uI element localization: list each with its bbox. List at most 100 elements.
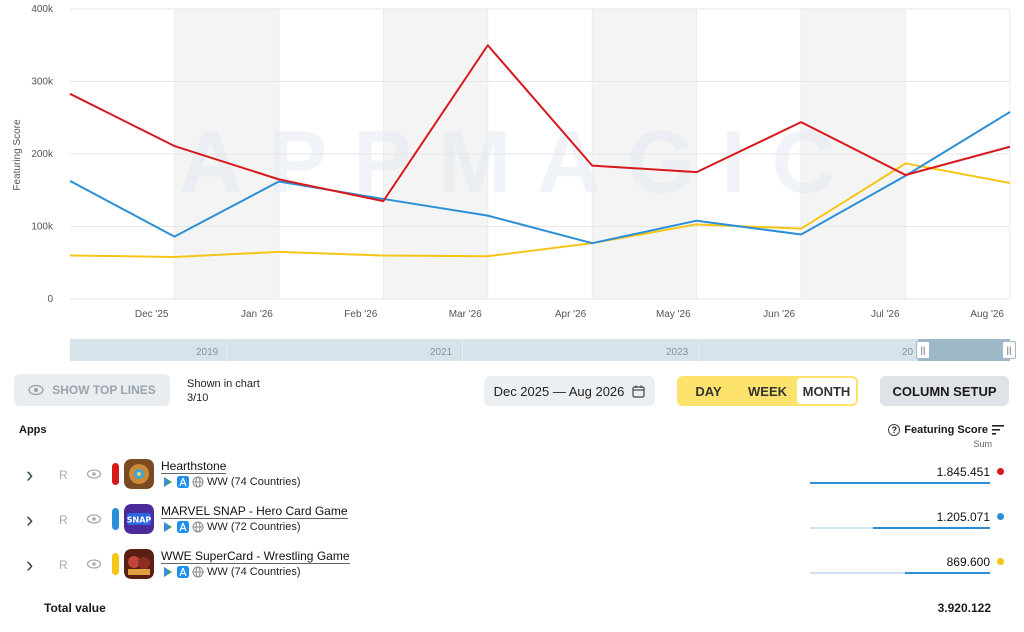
store-info: WW (74 Countries) <box>162 566 301 578</box>
column-setup-button[interactable]: COLUMN SETUP <box>880 376 1009 406</box>
countries-label: WW (74 Countries) <box>207 566 301 578</box>
series-color-pill <box>112 463 119 485</box>
hearthstone-app-icon <box>124 459 154 489</box>
navigator-year: 2021 <box>430 347 453 358</box>
expand-chevron-icon[interactable]: › <box>26 507 34 532</box>
featuring-score-value: 869.600 <box>946 555 990 569</box>
total-label: Total value <box>44 601 106 615</box>
series-color-dot <box>997 513 1004 520</box>
featuring-score-value: 1.205.071 <box>936 510 990 524</box>
share-bar <box>810 482 990 484</box>
countries-label: WW (74 Countries) <box>207 476 301 488</box>
store-info: WW (72 Countries) <box>162 521 301 533</box>
watermark: APPMAGIC <box>179 112 861 211</box>
series-color-pill <box>112 508 119 530</box>
app-store-icon <box>177 521 189 533</box>
share-bar <box>810 527 990 529</box>
x-tick-label: Jan '26 <box>241 309 273 320</box>
y-tick-label: 300k <box>31 77 54 88</box>
navigator-right-handle[interactable]: || <box>1002 341 1016 359</box>
globe-icon <box>192 521 204 533</box>
countries-label: WW (72 Countries) <box>207 521 301 533</box>
globe-icon <box>192 476 204 488</box>
wwe-supercard-app-icon <box>124 549 154 579</box>
expand-chevron-icon[interactable]: › <box>26 552 34 577</box>
app-name-link[interactable]: WWE SuperCard - Wrestling Game <box>161 549 350 564</box>
x-tick-label: Aug '26 <box>970 309 1004 320</box>
google-play-icon <box>164 477 172 487</box>
google-play-icon <box>164 522 172 532</box>
featuring-score-chart: APPMAGIC 400k 300k 200k 100k 0 Featuring Sco… <box>12 4 1011 320</box>
help-icon[interactable]: ? <box>888 424 901 436</box>
date-range-value: Dec 2025 — Aug 2026 <box>493 383 625 399</box>
timeline-navigator[interactable]: 2019 2021 2023 20 || || <box>70 339 1016 361</box>
marvel-snap-app-icon: SNAP <box>124 504 154 534</box>
share-bar <box>810 572 990 574</box>
navigator-year: 2019 <box>196 347 219 358</box>
series-color-dot <box>997 468 1004 475</box>
shown-in-chart-info: Shown in chart 3/10 <box>187 377 260 405</box>
metric-header-label: Featuring Score <box>904 424 988 436</box>
x-tick-label: Dec '25 <box>135 309 169 320</box>
period-toggle-group: DAY WEEK MONTH <box>677 376 858 406</box>
expand-chevron-icon[interactable]: › <box>26 462 34 487</box>
metric-column-header[interactable]: ? Featuring Score Sum <box>888 424 1004 449</box>
metric-aggregation-label: Sum <box>973 439 992 449</box>
x-tick-label: Jun '26 <box>763 309 795 320</box>
shown-in-chart-count: 3/10 <box>187 392 209 404</box>
row-rank-letter: R <box>59 513 68 527</box>
share-bar-fill <box>873 527 990 529</box>
sort-icon[interactable] <box>992 425 1004 435</box>
svg-text:SNAP: SNAP <box>127 516 152 525</box>
navigator-year: 2023 <box>666 347 689 358</box>
series-line[interactable] <box>69 111 1011 245</box>
calendar-icon <box>632 385 646 398</box>
series-color-dot <box>997 558 1004 565</box>
y-tick-label: 400k <box>31 4 54 15</box>
show-top-lines-label: SHOW TOP LINES <box>52 383 156 397</box>
row-rank-letter: R <box>59 558 68 572</box>
store-info: WW (74 Countries) <box>162 476 301 488</box>
eye-icon[interactable] <box>86 466 102 482</box>
table-row[interactable]: › R SNAP MARVEL SNAP - Hero Card Game WW… <box>0 501 1024 541</box>
y-tick-label: 0 <box>47 294 53 305</box>
apps-column-header: Apps <box>19 424 47 436</box>
navigator-selection-window[interactable] <box>918 339 1010 361</box>
globe-icon <box>192 566 204 578</box>
period-week-button[interactable]: WEEK <box>748 383 787 399</box>
navigator-year: 20 <box>902 347 914 358</box>
series-line[interactable] <box>69 44 1011 203</box>
table-row[interactable]: › R Hearthstone WW (74 Countries) 1.845.… <box>0 456 1024 496</box>
app-store-icon <box>177 476 189 488</box>
y-axis-label: Featuring Score <box>12 119 23 191</box>
app-name-link[interactable]: Hearthstone <box>161 459 227 474</box>
row-rank-letter: R <box>59 468 68 482</box>
x-tick-label: Apr '26 <box>555 309 587 320</box>
y-tick-label: 100k <box>31 222 54 233</box>
x-tick-label: Feb '26 <box>344 309 377 320</box>
total-value: 3.920.122 <box>937 601 991 615</box>
x-tick-label: Jul '26 <box>871 309 900 320</box>
period-month-button[interactable]: MONTH <box>797 378 856 404</box>
shown-in-chart-label: Shown in chart <box>187 378 260 390</box>
series-color-pill <box>112 553 119 575</box>
x-tick-label: Mar '26 <box>449 309 482 320</box>
table-row[interactable]: › R WWE SuperCard - Wrestling Game WW (7… <box>0 546 1024 586</box>
share-bar-fill <box>905 572 990 574</box>
show-top-lines-button[interactable]: SHOW TOP LINES <box>14 374 170 406</box>
date-range-picker[interactable]: Dec 2025 — Aug 2026 <box>484 376 655 406</box>
navigator-left-handle[interactable]: || <box>916 341 930 359</box>
app-name-link[interactable]: MARVEL SNAP - Hero Card Game <box>161 504 348 519</box>
y-tick-label: 200k <box>31 149 54 160</box>
x-tick-label: May '26 <box>656 309 691 320</box>
series-line[interactable] <box>69 162 1011 258</box>
period-day-button[interactable]: DAY <box>695 383 722 399</box>
eye-icon[interactable] <box>86 556 102 572</box>
featuring-score-value: 1.845.451 <box>936 465 990 479</box>
google-play-icon <box>164 567 172 577</box>
eye-icon <box>28 384 44 396</box>
eye-icon[interactable] <box>86 511 102 527</box>
app-store-icon <box>177 566 189 578</box>
share-bar-fill <box>810 482 990 484</box>
